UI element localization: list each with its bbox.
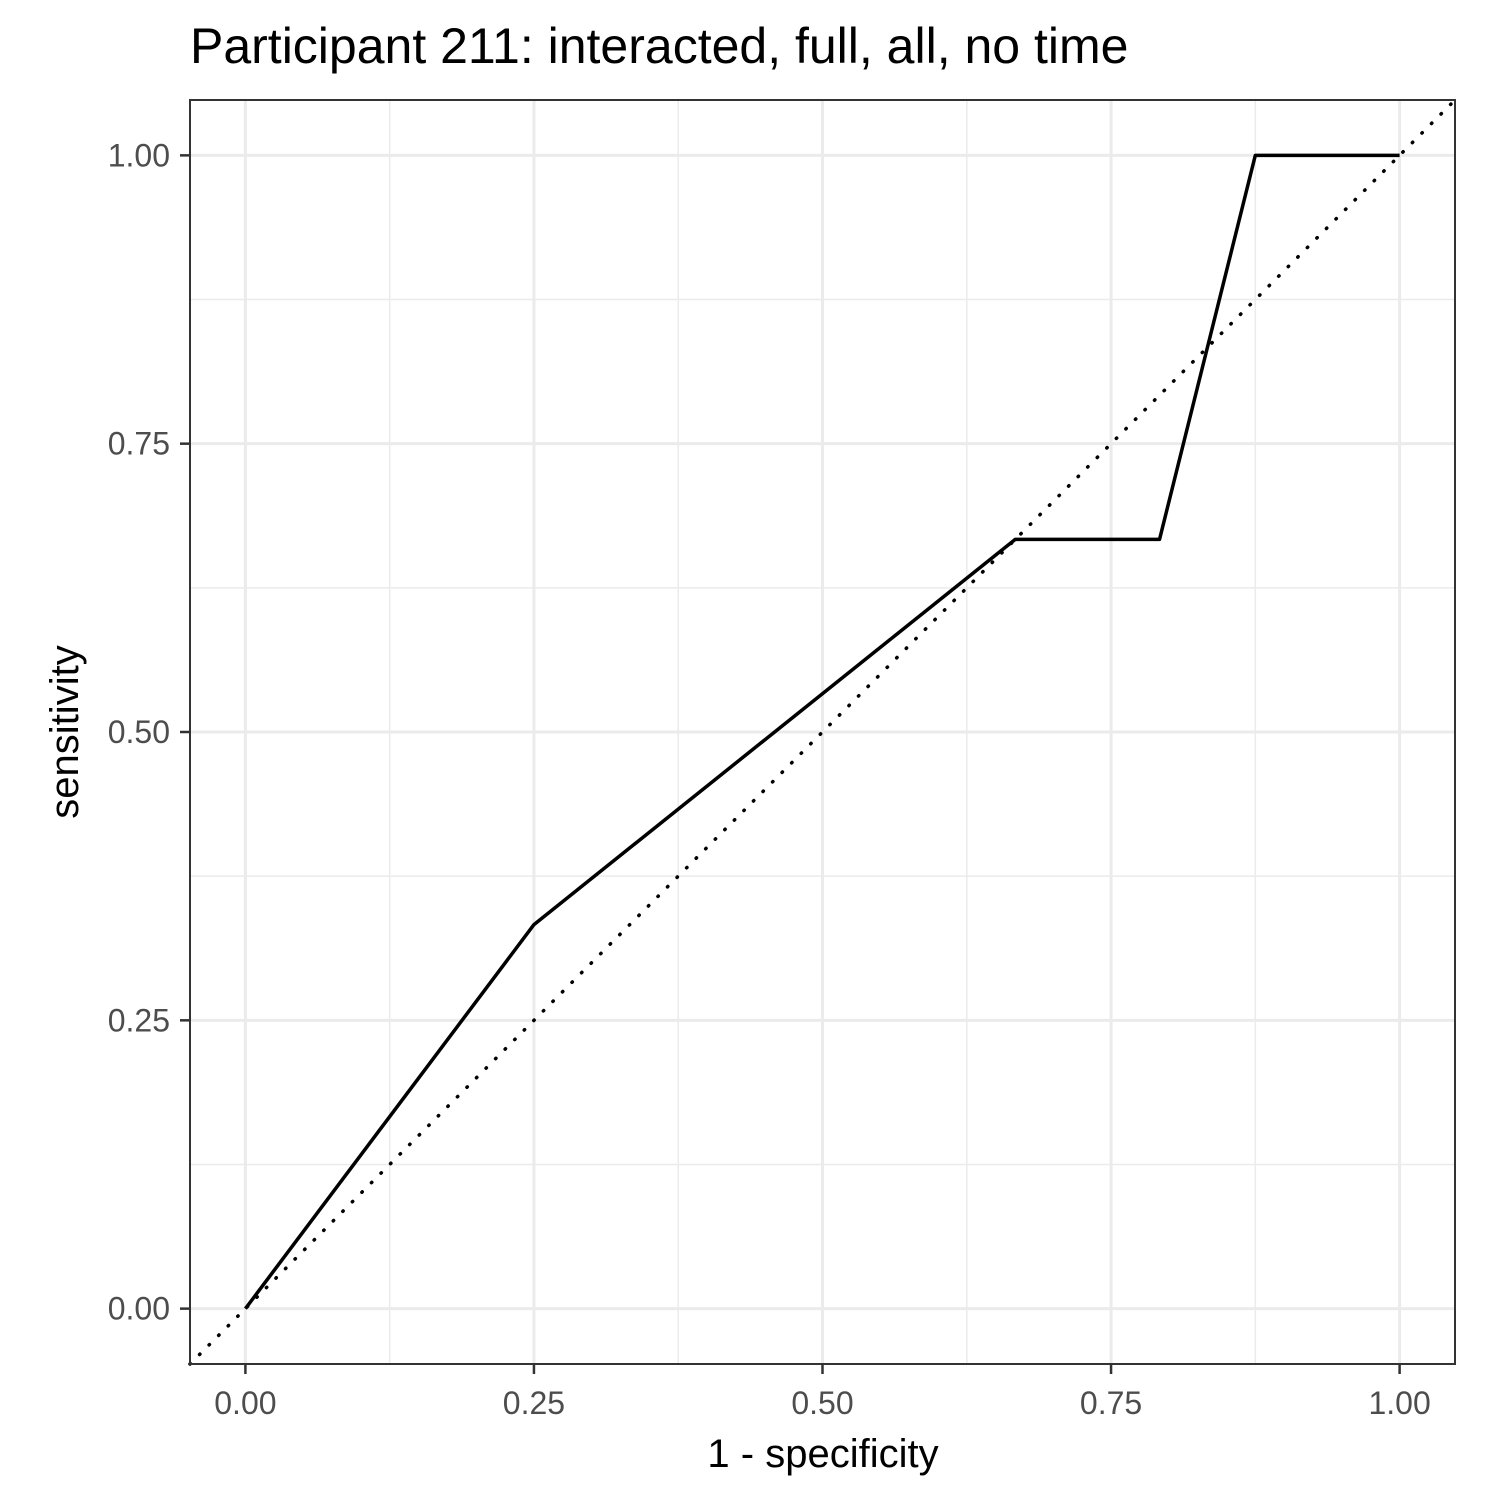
y-axis-title: sensitivity <box>43 645 87 818</box>
y-tick-label: 1.00 <box>108 137 170 173</box>
plot-panel <box>188 98 1457 1366</box>
x-tick-label: 0.50 <box>791 1385 853 1421</box>
y-tick-label: 0.25 <box>108 1002 170 1038</box>
x-tick-label: 0.25 <box>503 1385 565 1421</box>
y-tick-label: 0.00 <box>108 1291 170 1327</box>
reference-line <box>188 98 1457 1366</box>
roc-curve <box>244 153 1400 1310</box>
y-axis: 0.00 0.25 0.50 0.75 1.00 <box>108 137 190 1327</box>
x-tick-label: 0.75 <box>1080 1385 1142 1421</box>
series-lines <box>244 153 1400 1310</box>
y-tick-label: 0.75 <box>108 426 170 462</box>
x-tick-label: 0.00 <box>214 1385 276 1421</box>
major-gridlines <box>190 100 1455 1364</box>
y-tick-label: 0.50 <box>108 714 170 750</box>
x-axis-title: 1 - specificity <box>707 1432 938 1476</box>
reference-diagonal <box>188 98 1457 1366</box>
chart-title: Participant 211: interacted, full, all, … <box>190 18 1128 74</box>
x-axis: 0.00 0.25 0.50 0.75 1.00 <box>214 1364 1431 1421</box>
x-tick-label: 1.00 <box>1368 1385 1430 1421</box>
